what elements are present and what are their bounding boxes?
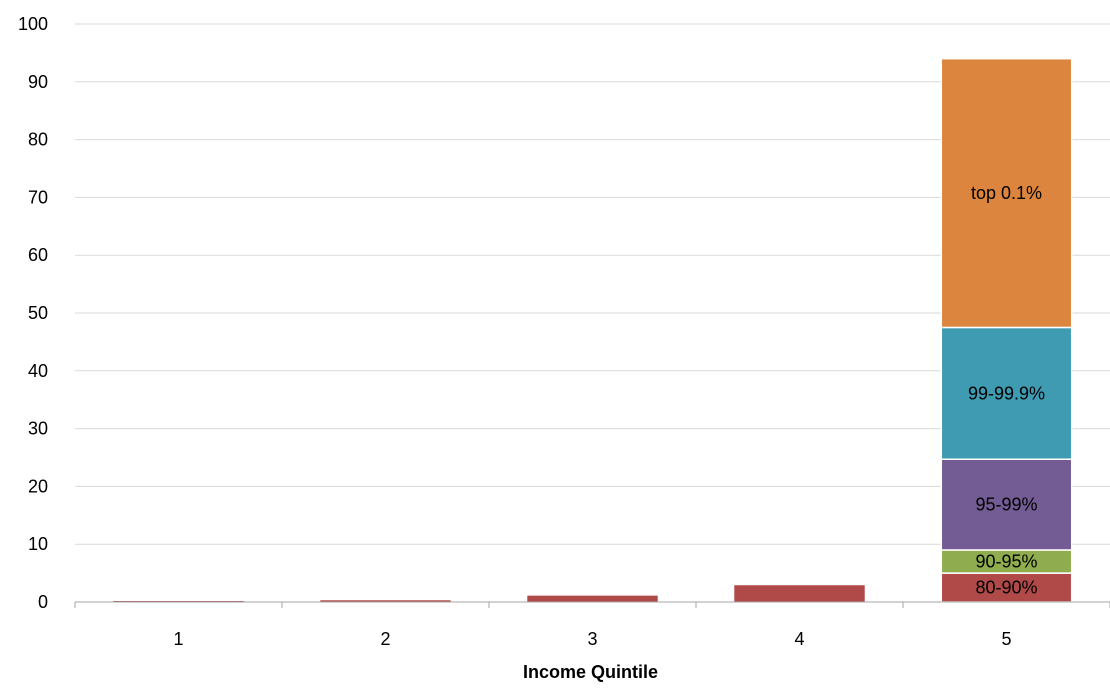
y-tick-label: 100 — [18, 14, 48, 34]
data-label: 95-99% — [975, 495, 1037, 515]
bar-segment — [734, 585, 865, 602]
y-tick-label: 40 — [28, 361, 48, 381]
data-label: 99-99.9% — [968, 383, 1045, 403]
y-tick-labels: 0 10 20 30 40 50 60 70 80 90 100 — [18, 14, 48, 612]
x-tick-labels: 1 2 3 4 5 — [173, 629, 1011, 649]
y-tick-label: 10 — [28, 534, 48, 554]
axes — [74, 601, 1110, 608]
y-tick-label: 20 — [28, 476, 48, 496]
x-tick-label: 5 — [1001, 629, 1011, 649]
bars: 80-90% 90-95% 95-99% 99-99.9% top 0.1% — [113, 57, 1073, 603]
x-tick-label: 2 — [380, 629, 390, 649]
data-label: 80-90% — [975, 578, 1037, 598]
y-tick-label: 50 — [28, 303, 48, 323]
y-tick-label: 90 — [28, 72, 48, 92]
gridlines — [75, 23, 1110, 545]
y-tick-label: 60 — [28, 245, 48, 265]
x-tick-label: 1 — [173, 629, 183, 649]
y-tick-label: 70 — [28, 187, 48, 207]
x-tick-label: 4 — [794, 629, 804, 649]
bar-segment — [940, 57, 1073, 329]
y-tick-label: 0 — [38, 592, 48, 612]
data-label: 90-95% — [975, 552, 1037, 572]
bar-segment — [940, 572, 1073, 603]
x-tick-label: 3 — [587, 629, 597, 649]
y-tick-label: 30 — [28, 419, 48, 439]
bar-segment — [527, 595, 658, 602]
x-axis-title: Income Quintile — [523, 662, 658, 682]
data-label: top 0.1% — [971, 183, 1042, 203]
bar-segment — [320, 600, 451, 602]
y-tick-label: 80 — [28, 130, 48, 150]
